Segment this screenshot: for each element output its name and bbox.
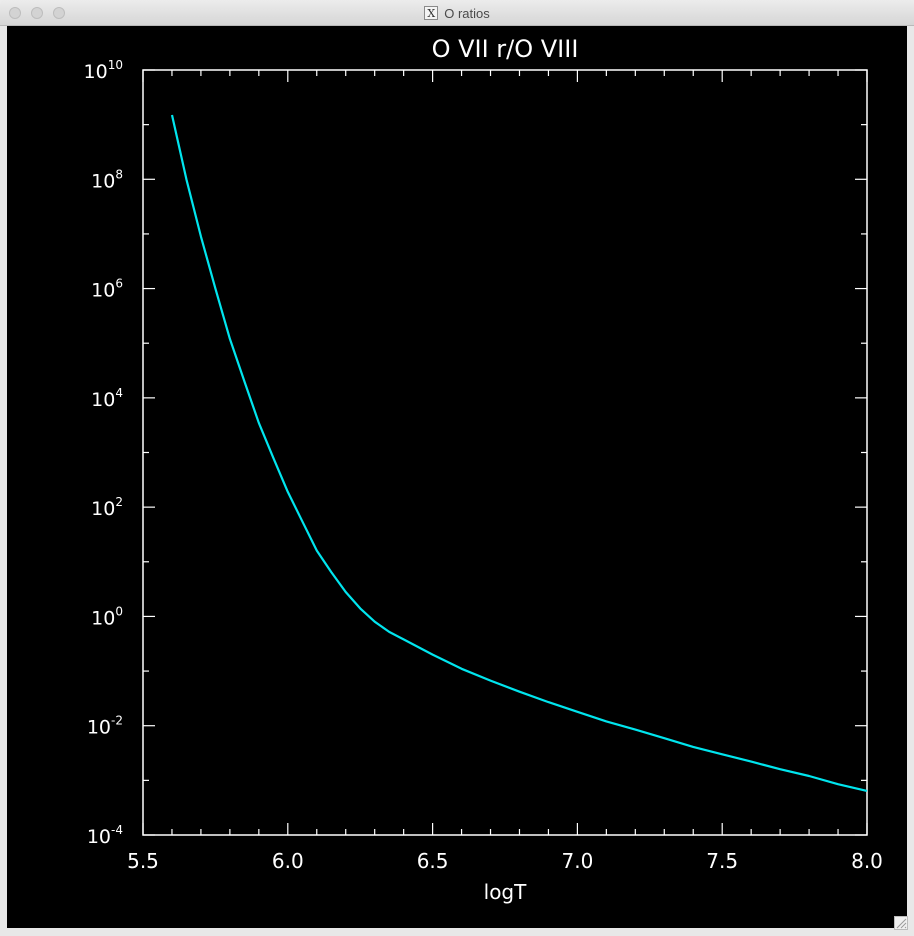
close-button[interactable] [9,7,21,19]
y-tick-label: 100 [91,604,123,629]
x-tick-label: 6.5 [417,849,449,873]
x11-icon: X [424,6,439,20]
y-tick-label-exponent: 8 [115,167,123,181]
y-tick-label-base: 10 [91,170,115,192]
y-tick-label-base: 10 [91,498,115,520]
y-tick-label-exponent: 4 [115,386,123,400]
zoom-button[interactable] [53,7,65,19]
x-axis-label: logT [484,880,527,904]
window-title-group: X O ratios [0,0,914,26]
y-tick-label: 10-2 [87,714,123,739]
y-tick-label: 108 [91,167,123,192]
x-tick-label: 7.5 [706,849,738,873]
chart-title: O VII r/O VIII [432,35,579,63]
y-tick-label: 10-4 [87,823,123,848]
title-bar[interactable]: X O ratios [0,0,914,26]
y-tick-label-exponent: -2 [111,714,123,728]
y-tick-label: 104 [91,386,123,411]
y-tick-label-exponent: 6 [115,277,123,291]
y-tick-label-base: 10 [91,389,115,411]
y-tick-label: 1010 [84,58,123,83]
y-tick-label-exponent: 2 [115,495,123,509]
y-tick-label: 106 [91,277,123,302]
y-tick-label-base: 10 [84,61,108,83]
resize-grip[interactable] [894,916,908,930]
y-tick-label-base: 10 [91,280,115,302]
plot-canvas: O VII r/O VIII logT 5.5 6.0 6.5 7.0 7.5 8.0 10-4… [7,26,907,928]
y-tick-label-base: 10 [87,826,111,848]
y-tick-label-exponent: 0 [115,604,123,618]
x-tick-label: 7.0 [561,849,593,873]
y-tick-label-exponent: 10 [108,58,123,72]
y-tick-label: 102 [91,495,123,520]
x-tick-label: 6.0 [272,849,304,873]
resize-grip-icon [896,918,907,929]
plot-frame [142,69,868,836]
window-title: O ratios [444,5,490,21]
minimize-button[interactable] [31,7,43,19]
y-tick-label-base: 10 [91,607,115,629]
series-line [170,114,868,792]
y-tick-label-exponent: -4 [111,823,123,837]
y-tick-label-base: 10 [87,717,111,739]
x-tick-label: 5.5 [127,849,159,873]
x-tick-label: 8.0 [851,849,883,873]
